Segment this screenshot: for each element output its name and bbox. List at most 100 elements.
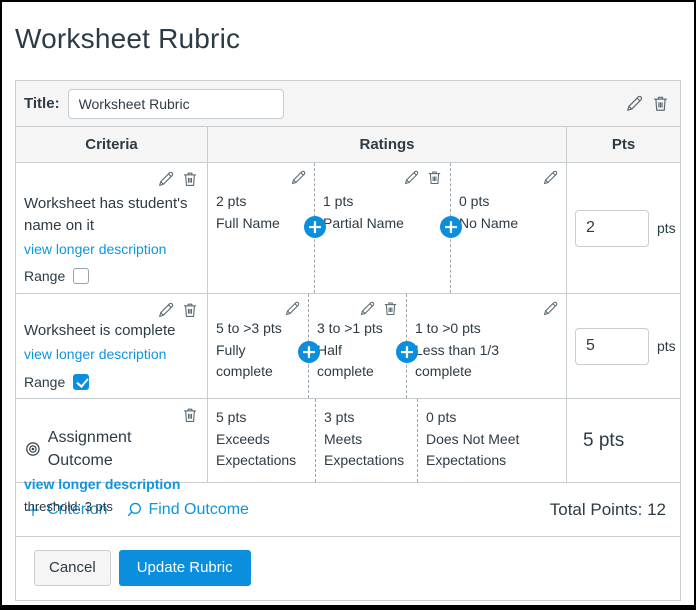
delete-criterion-button[interactable] (181, 301, 199, 319)
pencil-icon (159, 171, 174, 186)
pencil-icon (159, 302, 174, 317)
table-header-row: Criteria Ratings Pts (16, 127, 680, 163)
pencil-icon (627, 95, 643, 111)
rating-points: 3 to >1 pts (317, 320, 383, 336)
criterion-points-input[interactable] (575, 209, 649, 247)
criterion-cell: Worksheet has student's name on it view … (16, 163, 207, 293)
view-longer-description-link[interactable]: view longer description (24, 240, 167, 257)
rating-label: Full Name (216, 214, 280, 231)
criterion-row-1: Worksheet has student's name on it view … (16, 163, 680, 294)
rating-label: Does Not Meet Expectations (426, 430, 520, 469)
delete-rubric-button[interactable] (651, 94, 670, 113)
add-criterion-link[interactable]: Criterion (24, 501, 107, 519)
trash-icon (653, 96, 668, 111)
cancel-button[interactable]: Cancel (34, 550, 111, 586)
update-rubric-button[interactable]: Update Rubric (118, 550, 251, 586)
add-rating-button[interactable]: + (440, 216, 462, 238)
edit-rating-button[interactable] (403, 169, 420, 186)
rating-segment: 1 pts Partial Name (315, 163, 451, 293)
ratings-cell: 5 to >3 pts Fully complete 3 to >1 pts H… (207, 294, 567, 398)
delete-rating-button[interactable] (426, 169, 443, 186)
add-rating-button[interactable]: + (396, 341, 418, 363)
rating-label: Meets Expectations (324, 430, 405, 469)
criteria-header: Criteria (85, 136, 138, 153)
rating-label: Less than 1/3 complete (415, 341, 500, 380)
criterion-cell: Worksheet is complete view longer descri… (16, 294, 207, 398)
rubric-page: Worksheet Rubric Title: Criteria Ratings… (2, 23, 694, 601)
edit-rating-button[interactable] (359, 300, 376, 317)
edit-rating-button[interactable] (284, 300, 301, 317)
criterion-name: Worksheet is complete (24, 322, 176, 339)
add-rating-button[interactable]: + (304, 216, 326, 238)
rating-segment: 2 pts Full Name (208, 163, 315, 293)
view-longer-description-link[interactable]: view longer description (24, 476, 181, 493)
trash-icon (183, 303, 197, 317)
rating-points: 0 pts (426, 409, 457, 425)
trash-icon (183, 408, 197, 422)
rubric-editor: Title: Criteria Ratings Pts (15, 80, 681, 601)
range-label: Range (24, 373, 66, 390)
rating-segment: 0 pts Does Not Meet Expectations (418, 399, 566, 482)
edit-rating-button[interactable] (542, 169, 559, 186)
threshold-text: threshold: 3 pts (24, 499, 113, 515)
points-cell: pts (567, 163, 680, 293)
criterion-points-input[interactable] (575, 327, 649, 365)
rating-points: 1 to >0 pts (415, 320, 481, 336)
outcome-points-text: 5 pts (583, 429, 625, 451)
edit-rating-button[interactable] (542, 300, 559, 317)
delete-criterion-button[interactable] (181, 170, 199, 188)
find-outcome-label: Find Outcome (148, 500, 249, 518)
outcome-row: Assignment Outcome view longer descripti… (16, 399, 680, 514)
rating-points: 2 pts (216, 193, 247, 209)
ratings-cell: 5 pts Exceeds Expectations 3 pts Meets E… (207, 399, 567, 482)
edit-criterion-button[interactable] (157, 301, 175, 319)
rating-label: Partial Name (323, 214, 404, 231)
pencil-icon (543, 170, 558, 185)
criterion-row-2: Worksheet is complete view longer descri… (16, 294, 680, 399)
points-cell: pts (567, 294, 680, 398)
criterion-name: Worksheet has student's name on it (24, 195, 188, 234)
range-checkbox[interactable] (73, 268, 90, 285)
rating-label: Fully complete (216, 341, 273, 380)
rating-points: 0 pts (459, 193, 490, 209)
points-cell: 5 pts (567, 399, 680, 482)
criterion-name: Assignment Outcome (47, 429, 132, 470)
edit-rating-button[interactable] (290, 169, 307, 186)
rating-segment: 0 pts No Name (451, 163, 566, 293)
criterion-cell: Assignment Outcome view longer descripti… (16, 399, 207, 514)
table-footer-row: Criterion Find Outcome Total Points: 12 (16, 483, 680, 537)
rating-segment: 5 to >3 pts Fully complete (208, 294, 309, 398)
rating-label: Exceeds Expectations (216, 430, 297, 469)
rating-points: 1 pts (323, 193, 354, 209)
rubric-title-row: Title: (16, 81, 680, 127)
view-longer-description-link[interactable]: view longer description (24, 345, 167, 362)
trash-icon (384, 302, 397, 316)
ratings-cell: 2 pts Full Name 1 pts Partial Name (207, 163, 567, 293)
add-rating-button[interactable]: + (298, 341, 320, 363)
delete-criterion-button[interactable] (181, 406, 199, 424)
edit-criterion-button[interactable] (157, 170, 175, 188)
trash-icon (428, 171, 441, 185)
pts-suffix: pts (657, 220, 676, 236)
rating-segment: 5 pts Exceeds Expectations (208, 399, 316, 482)
pts-suffix: pts (657, 338, 676, 354)
page-title: Worksheet Rubric (15, 23, 241, 54)
ratings-header: Ratings (207, 127, 567, 162)
rating-points: 5 to >3 pts (216, 320, 282, 336)
range-checkbox[interactable] (73, 373, 90, 390)
find-outcome-link[interactable]: Find Outcome (125, 500, 249, 519)
rating-points: 3 pts (324, 409, 355, 425)
rating-points: 5 pts (216, 409, 247, 425)
rating-label: Half complete (317, 341, 374, 380)
delete-rating-button[interactable] (382, 300, 399, 317)
add-criterion-label: Criterion (47, 500, 108, 518)
edit-rubric-button[interactable] (625, 94, 644, 113)
action-button-bar: Cancel Update Rubric (16, 537, 680, 600)
total-points: Total Points: 12 (549, 499, 666, 519)
rating-label: No Name (459, 214, 519, 231)
rating-segment: 3 pts Meets Expectations (316, 399, 418, 482)
rating-segment: 1 to >0 pts Less than 1/3 complete (407, 294, 566, 398)
rubric-title-input[interactable] (67, 88, 284, 119)
range-label: Range (24, 268, 66, 285)
